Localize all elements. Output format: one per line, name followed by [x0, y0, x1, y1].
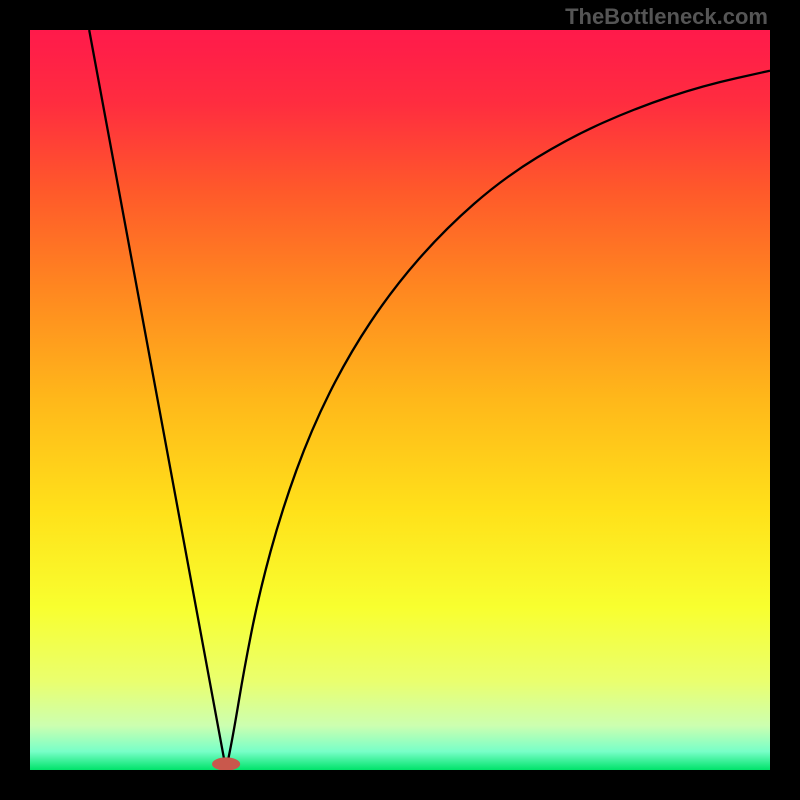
- bottleneck-curve: [30, 30, 770, 770]
- min-marker: [212, 757, 240, 770]
- plot-area: [30, 30, 770, 770]
- curve-path: [89, 30, 770, 770]
- chart-frame: TheBottleneck.com: [0, 0, 800, 800]
- watermark-text: TheBottleneck.com: [565, 4, 768, 30]
